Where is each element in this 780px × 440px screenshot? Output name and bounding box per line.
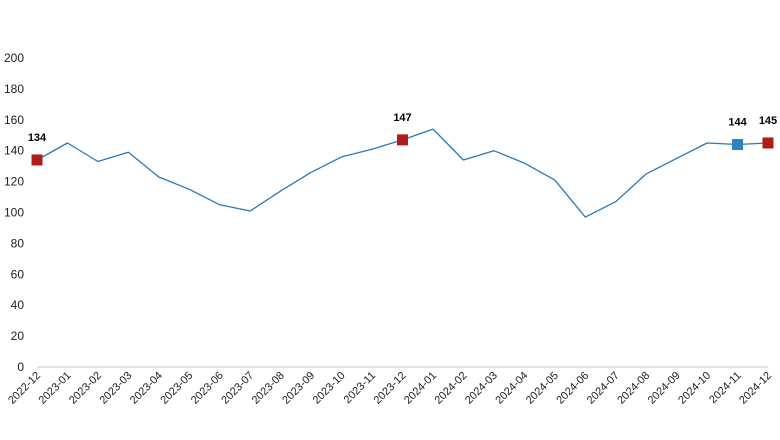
y-tick-label: 140 — [4, 144, 24, 158]
y-tick-label: 80 — [11, 236, 25, 250]
marker-layer: 134 147 144 145 — [28, 112, 777, 166]
x-tick-label: 2024-09 — [646, 370, 683, 407]
y-tick-label: 60 — [11, 267, 25, 281]
x-tick-label: 2024-02 — [433, 370, 470, 407]
x-tick-label: 2024-04 — [493, 370, 530, 407]
x-tick-label: 2023-07 — [219, 370, 256, 407]
x-tick-label: 2023-12 — [372, 370, 409, 407]
y-tick-label: 160 — [4, 113, 24, 127]
highlight-marker — [397, 134, 408, 146]
y-tick-label: 180 — [4, 82, 24, 96]
x-tick-label: 2023-03 — [97, 370, 134, 407]
highlight-marker — [31, 154, 43, 166]
data-label: 144 — [728, 117, 747, 129]
x-tick-label: 2023-08 — [250, 370, 287, 407]
x-tick-label: 2023-10 — [311, 370, 348, 407]
y-tick-label: 200 — [4, 51, 24, 65]
x-tick-label: 2022-12 — [6, 370, 43, 407]
x-tick-label: 2023-09 — [280, 370, 317, 407]
y-tick-label: 100 — [4, 206, 24, 220]
x-tick-label: 2024-05 — [524, 370, 561, 407]
y-tick-label: 0 — [17, 360, 24, 374]
data-label: 134 — [28, 132, 47, 144]
x-tick-label: 2024-12 — [737, 370, 774, 407]
x-tick-label: 2024-03 — [463, 370, 500, 407]
y-tick-label: 40 — [11, 298, 25, 312]
x-tick-label: 2023-02 — [67, 370, 104, 407]
x-tick-label: 2023-01 — [37, 370, 74, 407]
x-tick-label: 2023-04 — [128, 370, 165, 407]
x-tick-label: 2024-01 — [402, 370, 439, 407]
x-tick-label: 2024-06 — [554, 370, 591, 407]
highlight-marker — [762, 137, 774, 149]
y-tick-label: 20 — [11, 329, 25, 343]
x-tick-label: 2024-08 — [615, 370, 652, 407]
x-tick-label: 2024-10 — [676, 370, 713, 407]
data-label: 147 — [393, 112, 411, 124]
x-tick-label: 2023-05 — [158, 370, 195, 407]
data-label: 145 — [759, 115, 777, 127]
y-axis: 0 20 40 60 80 100 120 140 160 180 200 — [4, 51, 24, 374]
y-tick-label: 120 — [4, 175, 24, 189]
x-axis: 2022-122023-012023-022023-032023-042023-… — [6, 366, 774, 407]
highlight-marker — [732, 139, 744, 151]
x-tick-label: 2023-06 — [189, 370, 226, 407]
x-tick-label: 2024-07 — [585, 370, 622, 407]
